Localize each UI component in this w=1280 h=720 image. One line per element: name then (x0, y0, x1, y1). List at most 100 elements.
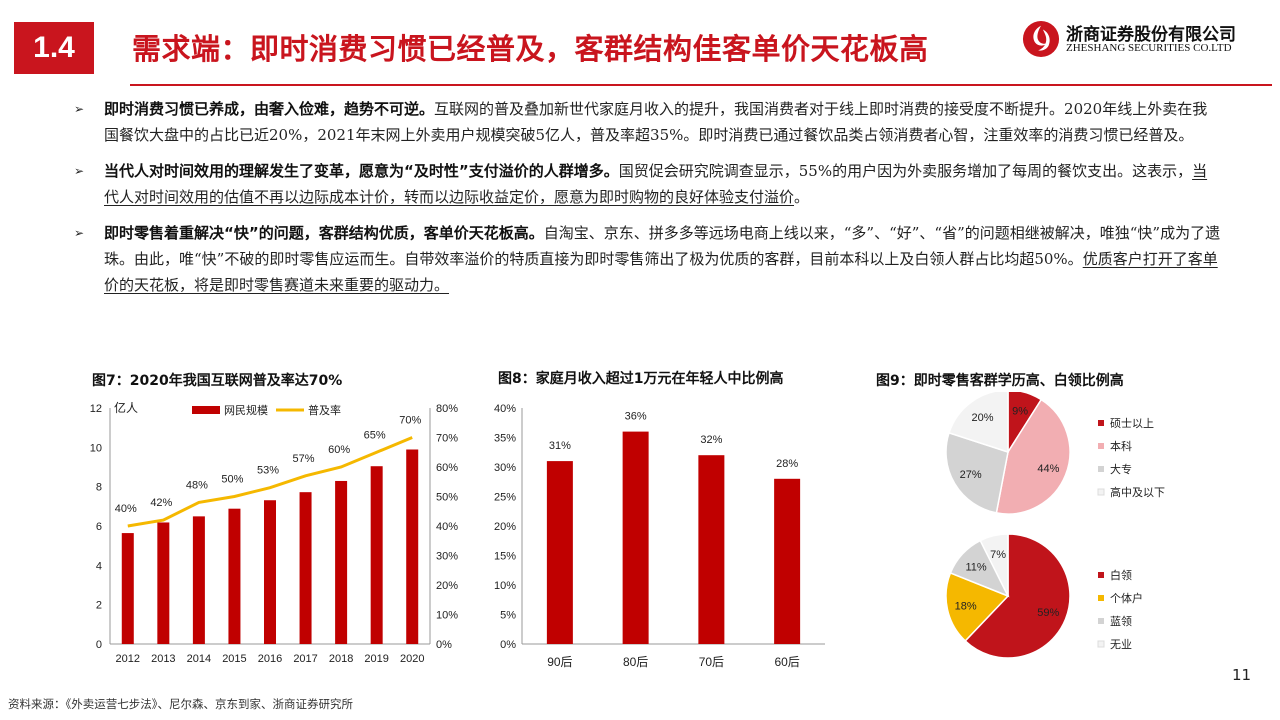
bullet-list: ➢ 即时消费习惯已养成，由奢入俭难，趋势不可逆。互联网的普及叠加新世代家庭月收入… (62, 96, 1222, 308)
x-tick-label: 2019 (364, 653, 388, 665)
bullet-body: 互联网的普及叠加新世代家庭月收入的提升，我国消费者对于线上即时消费的接受度不断提… (104, 100, 1208, 144)
occupation-slice-label: 59% (1037, 607, 1059, 619)
occupation-slice-label: 18% (955, 600, 977, 612)
education-slice (948, 392, 1009, 454)
arrow-bullet-icon: ➢ (74, 164, 85, 178)
rate-data-label: 48% (186, 479, 208, 491)
arrow-bullet-icon: ➢ (74, 102, 85, 116)
y-tick-label: 5% (500, 610, 516, 622)
bar-data-label: 36% (625, 411, 647, 423)
bar-data-label: 28% (776, 458, 798, 470)
occupation-legend-swatch (1098, 618, 1104, 624)
bullet-underlined: 优质客户打开了客单价的天花板，将是即时零售赛道未来重要的驱动力。 (104, 250, 1218, 294)
left-tick-label: 8 (96, 482, 102, 494)
occupation-legend-label: 个体户 (1110, 591, 1143, 605)
education-slice-label: 27% (960, 469, 982, 481)
rate-data-label: 50% (221, 474, 243, 486)
source-note: 资料来源：《外卖运营七步法》、尼尔森、京东到家、浙商证券研究所 (8, 697, 353, 711)
page-number: 11 (1232, 666, 1252, 684)
bullet-body: 国贸促会研究院调查显示，55%的用户因为外卖服务增加了每周的餐饮支出。这表示， (618, 162, 1193, 180)
bar-internet-users (264, 500, 276, 644)
occupation-legend-swatch (1097, 640, 1105, 648)
unit-label: 亿人 (114, 400, 138, 415)
bar-income-share (546, 461, 573, 644)
fig9-chart: 9% 硕士以上 44% 本科 27% 大专 20% 高中及以下 59% 白领 18% 个体户 11% 蓝领… (945, 392, 1165, 659)
education-legend-label: 高中及以下 (1110, 485, 1165, 499)
rate-data-label: 53% (257, 465, 279, 477)
education-legend-swatch (1098, 466, 1104, 472)
bullet-item-2: ➢ 当代人对时间效用的理解发生了变革，愿意为“及时性”支付溢价的人群增多。国贸促… (62, 158, 1222, 210)
line-penetration-rate (127, 436, 413, 528)
occupation-slice (979, 533, 1009, 597)
legend-swatch-users (192, 406, 220, 414)
education-slice (945, 431, 1009, 514)
occupation-slice (964, 533, 1071, 659)
right-tick-label: 40% (436, 521, 458, 533)
x-tick-label: 2012 (116, 653, 140, 665)
occupation-legend-label: 白领 (1110, 568, 1132, 582)
bar-data-label: 32% (700, 434, 722, 446)
bullet-underlined: 当代人对时间效用的估值不再以边际成本计价，转而以边际收益定价，愿意为即时购物的良… (104, 162, 1208, 206)
y-tick-label: 0% (500, 639, 516, 651)
bar-income-share (774, 478, 801, 644)
rate-data-label: 65% (364, 429, 386, 441)
bullet-item-3: ➢ 即时零售着重解决“快”的问题，客群结构优质，客单价天花板高。自淘宝、京东、拼… (62, 220, 1222, 298)
right-tick-label: 0% (436, 639, 452, 651)
education-slice (995, 398, 1071, 515)
y-tick-label: 25% (494, 492, 516, 504)
bar-internet-users (299, 492, 312, 644)
bullet-lead: 即时消费习惯已养成，由奢入俭难，趋势不可逆。 (104, 100, 435, 118)
legend-label-rate: 普及率 (308, 403, 341, 417)
company-logo: 浙商证券股份有限公司 ZHESHANG SECURITIES CO.LTD (1022, 18, 1272, 62)
legend-label-users: 网民规模 (224, 403, 268, 417)
section-number-badge: 1.4 (14, 22, 94, 74)
education-legend-swatch (1098, 443, 1104, 449)
company-name-cn: 浙商证券股份有限公司 (1066, 25, 1236, 45)
bar-internet-users (228, 508, 241, 644)
y-tick-label: 30% (494, 462, 516, 474)
right-tick-label: 10% (436, 610, 458, 622)
company-name-en: ZHESHANG SECURITIES CO.LTD (1066, 42, 1232, 54)
bar-income-share (698, 455, 725, 644)
education-legend-label: 本科 (1110, 439, 1132, 453)
y-tick-label: 40% (494, 403, 516, 415)
left-tick-label: 0 (96, 639, 102, 651)
occupation-legend-label: 无业 (1110, 638, 1132, 651)
right-tick-label: 70% (436, 433, 458, 445)
bullet-item-1: ➢ 即时消费习惯已养成，由奢入俭难，趋势不可逆。互联网的普及叠加新世代家庭月收入… (62, 96, 1222, 148)
education-legend-label: 硕士以上 (1110, 417, 1154, 430)
left-tick-label: 6 (96, 521, 102, 533)
x-tick-label: 2015 (222, 653, 246, 665)
rate-data-label: 42% (150, 497, 172, 509)
x-tick-label: 2013 (151, 653, 175, 665)
x-tick-label: 90后 (547, 655, 572, 669)
x-tick-label: 70后 (699, 655, 724, 669)
education-slice-label: 20% (971, 412, 993, 424)
bar-internet-users (335, 480, 348, 644)
y-tick-label: 15% (494, 551, 516, 563)
bullet-lead: 即时零售着重解决“快”的问题，客群结构优质，客单价天花板高。 (104, 224, 544, 242)
bar-internet-users (121, 533, 134, 644)
x-tick-label: 2017 (293, 653, 317, 665)
fig8-chart: 0% 5% 10% 15% 20% 25% 30% 35% 40% 31% 90后 36% 80后 32%… (494, 403, 825, 669)
education-legend-label: 大专 (1110, 462, 1132, 476)
left-tick-label: 2 (96, 600, 102, 612)
zheshang-logo-icon (1022, 20, 1060, 58)
right-tick-label: 20% (436, 580, 458, 592)
occupation-legend-swatch (1098, 595, 1104, 601)
bar-income-share (622, 431, 649, 644)
x-tick-label: 80后 (623, 655, 648, 669)
occupation-slice-label: 11% (965, 562, 986, 574)
right-tick-label: 60% (436, 462, 458, 474)
rate-data-label: 70% (399, 415, 421, 427)
left-tick-label: 10 (90, 442, 102, 454)
occupation-legend-label: 蓝领 (1110, 615, 1132, 628)
education-legend-swatch (1097, 488, 1105, 496)
y-tick-label: 20% (494, 521, 516, 533)
page-title: 需求端：即时消费习惯已经普及，客群结构佳客单价天花板高 (132, 32, 929, 66)
right-tick-label: 80% (436, 403, 458, 415)
fig7-title: 图7：2020年我国互联网普及率达70% (92, 373, 343, 389)
x-tick-label: 2016 (258, 653, 282, 665)
fig8-title: 图8：家庭月收入超过1万元在年轻人中比例高 (498, 371, 784, 387)
bullet-lead: 当代人对时间效用的理解发生了变革，愿意为“及时性”支付溢价的人群增多。 (104, 162, 619, 180)
